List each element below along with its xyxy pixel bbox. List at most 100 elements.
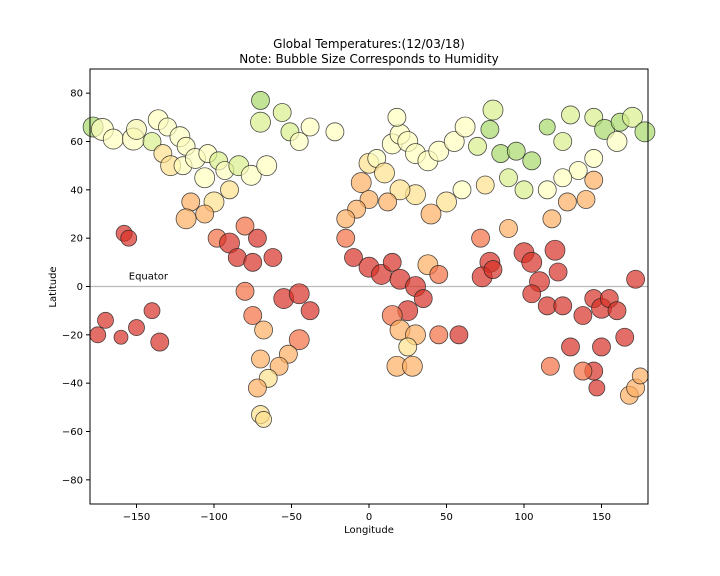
y-tick-label: 20: [70, 234, 83, 245]
city-bubble: [584, 170, 604, 190]
city-bubble: [553, 296, 573, 316]
city-bubble: [538, 118, 556, 136]
city-bubble: [398, 337, 418, 357]
city-bubble: [195, 204, 215, 224]
city-bubble: [102, 128, 124, 150]
chart-title-line-1: Global Temperatures:(12/03/18): [273, 37, 465, 51]
city-bubble: [428, 140, 450, 162]
city-bubble: [254, 320, 274, 340]
city-bubble: [142, 132, 162, 151]
bubble-series: [82, 91, 656, 428]
y-tick-label: 0: [77, 282, 83, 293]
city-bubble: [387, 107, 407, 127]
city-bubble: [247, 228, 267, 248]
city-bubble: [544, 239, 566, 261]
city-bubble: [615, 327, 635, 347]
city-bubble: [389, 179, 411, 201]
city-bubble: [521, 251, 543, 273]
city-bubble: [251, 91, 270, 110]
city-bubble: [548, 262, 568, 282]
city-bubble: [251, 349, 270, 369]
axis-ticks: −150 −100 −50 0 50 100 150 −80 −60 −40 −20 0 20 40 60 8…: [62, 89, 611, 523]
city-bubble: [584, 149, 604, 168]
city-bubble: [522, 284, 542, 304]
city-bubble: [540, 356, 560, 376]
city-bubble: [126, 119, 147, 140]
city-bubble: [300, 117, 320, 137]
city-bubble: [499, 168, 518, 188]
city-bubble: [350, 172, 372, 193]
city-bubble: [573, 361, 593, 381]
city-bubble: [288, 283, 310, 305]
city-bubble: [436, 191, 457, 213]
city-bubble: [143, 302, 161, 320]
x-axis-label: Longitude: [344, 525, 394, 536]
city-bubble: [514, 180, 534, 200]
city-bubble: [250, 111, 271, 133]
city-bubble: [483, 260, 503, 279]
y-tick-label: 40: [70, 185, 83, 196]
city-bubble: [576, 190, 596, 209]
x-tick-label: −150: [123, 512, 150, 523]
city-bubble: [150, 332, 170, 352]
y-tick-label: −40: [62, 379, 83, 390]
city-bubble: [420, 203, 442, 225]
city-bubble: [289, 132, 309, 151]
y-tick-label: 60: [70, 137, 83, 148]
y-axis-label: Latitude: [48, 266, 59, 307]
city-bubble: [622, 106, 643, 128]
city-bubble: [468, 136, 487, 156]
city-bubble: [382, 252, 402, 272]
equator-annotation: Equator: [129, 271, 169, 282]
x-tick-label: −100: [200, 512, 227, 523]
city-bubble: [263, 248, 283, 267]
city-bubble: [607, 301, 627, 321]
city-bubble: [561, 105, 580, 125]
city-bubble: [120, 229, 138, 247]
city-bubble: [256, 155, 278, 177]
city-bubble: [288, 329, 310, 351]
city-bubble: [558, 192, 577, 212]
y-tick-label: −80: [62, 475, 83, 486]
x-tick-label: 100: [514, 512, 533, 523]
city-bubble: [634, 121, 656, 143]
city-bubble: [506, 141, 526, 161]
city-bubble: [194, 167, 216, 189]
city-bubble: [606, 131, 628, 152]
city-bubble: [269, 356, 289, 376]
city-bubble: [247, 378, 267, 398]
city-bubble: [588, 379, 606, 397]
city-bubble: [413, 289, 433, 308]
city-bubble: [235, 216, 255, 236]
city-bubble: [537, 180, 557, 200]
city-bubble: [128, 319, 145, 336]
city-bubble: [378, 192, 398, 212]
city-bubble: [482, 99, 504, 121]
city-bubble: [220, 180, 239, 200]
city-bubble: [97, 311, 114, 329]
x-tick-label: 150: [592, 512, 611, 523]
city-bubble: [475, 175, 495, 195]
city-bubble: [592, 337, 611, 357]
city-bubble: [480, 120, 500, 139]
x-tick-label: 0: [366, 512, 372, 523]
city-bubble: [336, 228, 356, 248]
city-bubble: [325, 122, 345, 142]
city-bubble: [553, 132, 573, 151]
city-bubble: [336, 209, 356, 229]
city-bubble: [401, 355, 423, 377]
city-bubble: [235, 281, 255, 301]
city-bubble: [491, 144, 511, 163]
city-bubble: [429, 265, 449, 284]
city-bubble: [113, 329, 129, 345]
y-tick-label: −20: [62, 330, 83, 341]
city-bubble: [471, 228, 491, 248]
city-bubble: [542, 209, 562, 229]
x-tick-label: 50: [440, 512, 453, 523]
city-bubble: [626, 269, 645, 289]
city-bubble: [240, 164, 262, 186]
x-tick-label: −50: [281, 512, 302, 523]
city-bubble: [89, 326, 107, 344]
city-bubble: [452, 180, 472, 200]
